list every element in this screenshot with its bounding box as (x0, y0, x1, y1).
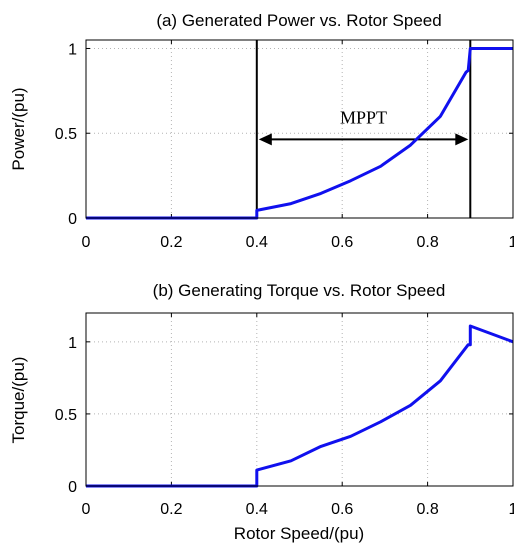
y-tick-label: 1 (68, 335, 77, 352)
mppt-arrowhead-right (455, 133, 469, 146)
mppt-annotation: MPPT (255, 40, 472, 218)
x-tick-label: 0.6 (331, 501, 353, 518)
y-tick-label: 0.5 (55, 407, 77, 424)
panel-a: (a) Generated Power vs. Rotor Speed Powe… (9, 11, 514, 251)
x-tick-label: 0.8 (416, 501, 438, 518)
x-tick-label: 0.4 (246, 234, 268, 251)
x-tick-label: 1 (509, 234, 514, 251)
x-tick-label: 0.4 (246, 501, 268, 518)
y-tick-label: 1 (68, 41, 77, 58)
x-tick-label: 1 (509, 501, 514, 518)
panel-a-grid (85, 40, 514, 219)
y-tick-label: 0.5 (55, 126, 77, 143)
panel-b-series (86, 324, 514, 488)
x-tick-label: 0 (82, 501, 91, 518)
panel-b-xlabel: Rotor Speed/(pu) (234, 524, 364, 543)
series-line (86, 47, 513, 220)
mppt-arrowhead-left (258, 133, 272, 146)
x-tick-label: 0.2 (160, 234, 182, 251)
panel-b-grid (85, 313, 514, 487)
x-tick-label: 0.6 (331, 234, 353, 251)
series-line (86, 324, 514, 488)
y-tick-label: 0 (68, 211, 77, 228)
panel-a-series (86, 47, 513, 220)
panel-b-frame (85, 312, 514, 487)
panel-b-ylabel: Torque/(pu) (9, 357, 28, 444)
x-tick-label: 0.2 (160, 501, 182, 518)
panel-b: (b) Generating Torque vs. Rotor Speed To… (9, 281, 514, 543)
panel-a-ylabel: Power/(pu) (9, 87, 28, 170)
mppt-label: MPPT (340, 107, 387, 127)
y-tick-label: 0 (68, 479, 77, 496)
x-tick-label: 0.8 (416, 234, 438, 251)
panel-a-frame (85, 39, 514, 219)
x-tick-label: 0 (82, 234, 91, 251)
panel-b-ticks: 0 0.2 0.4 0.6 0.8 1 0 0.5 1 (55, 313, 514, 518)
panel-a-title: (a) Generated Power vs. Rotor Speed (156, 11, 441, 30)
panel-b-title: (b) Generating Torque vs. Rotor Speed (153, 281, 446, 300)
